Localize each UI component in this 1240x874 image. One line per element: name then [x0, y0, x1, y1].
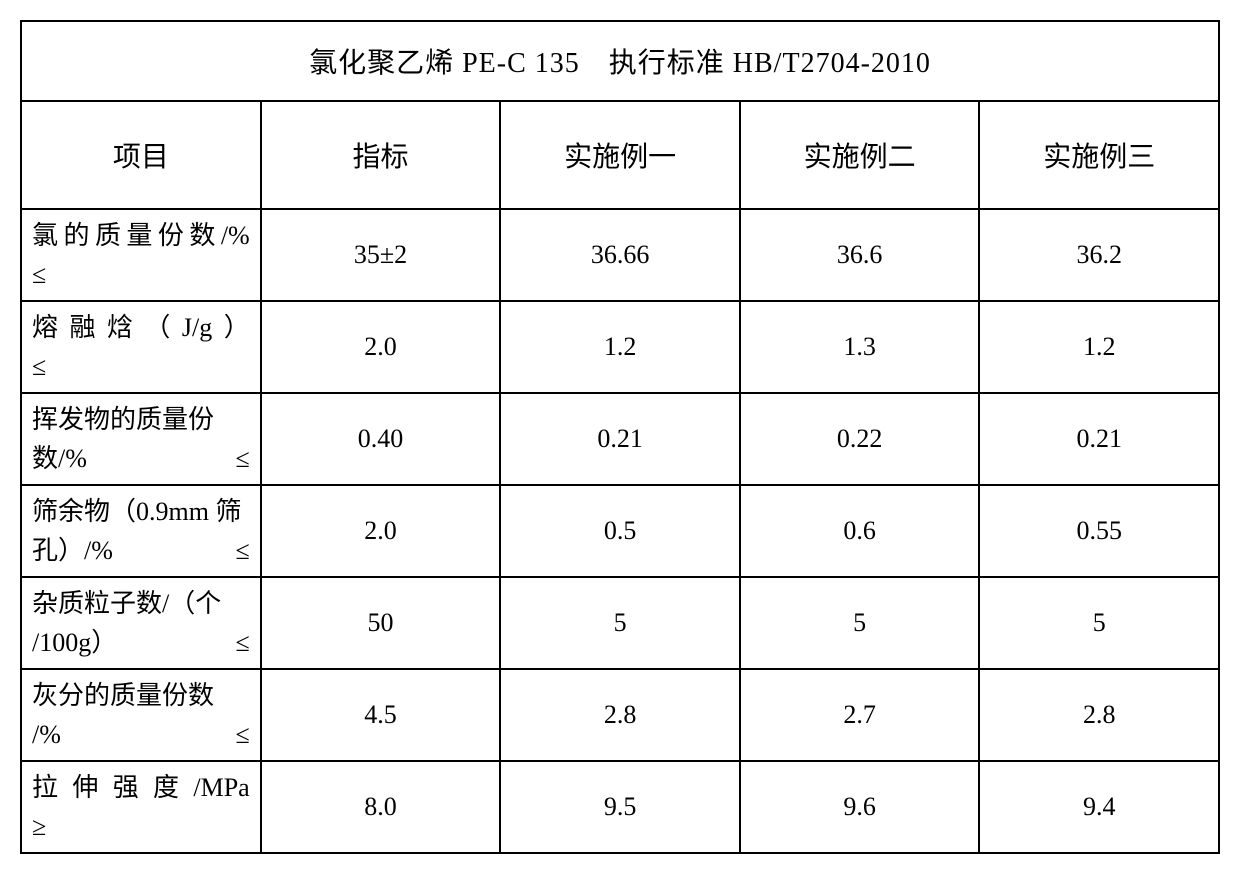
label-line2: /100g） [32, 623, 117, 662]
label-line2: /% [32, 715, 61, 754]
row-label: 筛余物（0.9mm 筛 孔）/% ≤ [21, 485, 261, 577]
spec-table: 氯化聚乙烯 PE-C 135 执行标准 HB/T2704-2010 项目 指标 … [20, 20, 1220, 854]
header-row: 项目 指标 实施例一 实施例二 实施例三 [21, 101, 1219, 209]
cell-r0c2: 36.66 [500, 209, 740, 301]
cell-r3c3: 0.6 [740, 485, 980, 577]
cell-r0c4: 36.2 [979, 209, 1219, 301]
table-row: 挥发物的质量份 数/% ≤ 0.40 0.21 0.22 0.21 [21, 393, 1219, 485]
cell-r5c2: 2.8 [500, 669, 740, 761]
row-label: 拉伸强度/MPa ≥ [21, 761, 261, 853]
label-symbol: ≤ [32, 260, 46, 289]
cell-r5c3: 2.7 [740, 669, 980, 761]
label-line1: 氯的质量份数/% [32, 216, 250, 255]
cell-r1c2: 1.2 [500, 301, 740, 393]
table-row: 熔融焓（J/g） ≤ 2.0 1.2 1.3 1.2 [21, 301, 1219, 393]
label-symbol: ≥ [32, 812, 46, 841]
cell-r3c1: 2.0 [261, 485, 501, 577]
table-row: 灰分的质量份数 /% ≤ 4.5 2.8 2.7 2.8 [21, 669, 1219, 761]
label-line1: 挥发物的质量份 [32, 400, 250, 439]
cell-r6c4: 9.4 [979, 761, 1219, 853]
cell-r3c4: 0.55 [979, 485, 1219, 577]
table-row: 拉伸强度/MPa ≥ 8.0 9.5 9.6 9.4 [21, 761, 1219, 853]
table-title: 氯化聚乙烯 PE-C 135 执行标准 HB/T2704-2010 [21, 21, 1219, 101]
row-label: 氯的质量份数/% ≤ [21, 209, 261, 301]
label-symbol: ≤ [235, 439, 249, 478]
header-col-4: 实施例三 [979, 101, 1219, 209]
cell-r6c1: 8.0 [261, 761, 501, 853]
label-line1: 灰分的质量份数 [32, 676, 250, 715]
row-label: 熔融焓（J/g） ≤ [21, 301, 261, 393]
cell-r2c1: 0.40 [261, 393, 501, 485]
title-row: 氯化聚乙烯 PE-C 135 执行标准 HB/T2704-2010 [21, 21, 1219, 101]
row-label: 灰分的质量份数 /% ≤ [21, 669, 261, 761]
label-symbol: ≤ [235, 715, 249, 754]
table-row: 氯的质量份数/% ≤ 35±2 36.66 36.6 36.2 [21, 209, 1219, 301]
cell-r4c3: 5 [740, 577, 980, 669]
header-col-2: 实施例一 [500, 101, 740, 209]
label-symbol: ≤ [32, 352, 46, 381]
cell-r3c2: 0.5 [500, 485, 740, 577]
label-symbol: ≤ [235, 623, 249, 662]
row-label: 挥发物的质量份 数/% ≤ [21, 393, 261, 485]
cell-r1c4: 1.2 [979, 301, 1219, 393]
header-col-0: 项目 [21, 101, 261, 209]
cell-r0c1: 35±2 [261, 209, 501, 301]
label-line1: 拉伸强度/MPa [32, 768, 250, 807]
row-label: 杂质粒子数/（个 /100g） ≤ [21, 577, 261, 669]
cell-r5c1: 4.5 [261, 669, 501, 761]
cell-r6c2: 9.5 [500, 761, 740, 853]
table-row: 筛余物（0.9mm 筛 孔）/% ≤ 2.0 0.5 0.6 0.55 [21, 485, 1219, 577]
label-symbol: ≤ [235, 531, 249, 570]
table-row: 杂质粒子数/（个 /100g） ≤ 50 5 5 5 [21, 577, 1219, 669]
cell-r0c3: 36.6 [740, 209, 980, 301]
header-col-3: 实施例二 [740, 101, 980, 209]
cell-r4c2: 5 [500, 577, 740, 669]
cell-r1c3: 1.3 [740, 301, 980, 393]
label-line2: 数/% [32, 439, 87, 478]
cell-r5c4: 2.8 [979, 669, 1219, 761]
header-col-1: 指标 [261, 101, 501, 209]
cell-r4c4: 5 [979, 577, 1219, 669]
label-line1: 筛余物（0.9mm 筛 [32, 492, 250, 531]
cell-r2c3: 0.22 [740, 393, 980, 485]
label-line2: 孔）/% [32, 531, 113, 570]
cell-r2c4: 0.21 [979, 393, 1219, 485]
label-line1: 杂质粒子数/（个 [32, 584, 250, 623]
cell-r6c3: 9.6 [740, 761, 980, 853]
cell-r4c1: 50 [261, 577, 501, 669]
label-line1: 熔融焓（J/g） [32, 308, 250, 347]
cell-r2c2: 0.21 [500, 393, 740, 485]
cell-r1c1: 2.0 [261, 301, 501, 393]
